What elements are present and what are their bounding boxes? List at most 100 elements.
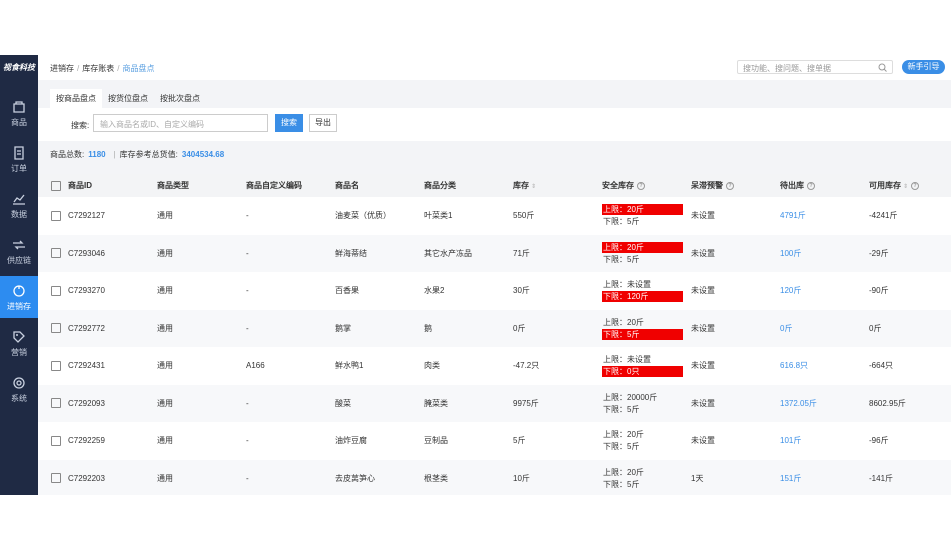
menu-icon — [13, 194, 25, 205]
pending-out[interactable]: 100斤 — [780, 248, 802, 258]
value-label: 库存参考总货值: — [119, 150, 178, 159]
cell-name: 百香果 — [335, 286, 359, 296]
menu-label: 订单 — [11, 164, 27, 173]
cell: 0斤 — [513, 309, 602, 347]
row-checkbox[interactable] — [51, 248, 61, 259]
tab[interactable]: 按商品盘点 — [50, 89, 102, 108]
cell: -664只 — [869, 347, 951, 385]
help-icon[interactable]: ? — [911, 181, 920, 190]
cell: C7292431 — [68, 347, 157, 385]
available-stock: -96斤 — [869, 436, 889, 446]
menu-item[interactable]: 商品 — [0, 92, 38, 134]
menu-item[interactable]: 供应链 — [0, 230, 38, 272]
filter-placeholder: 输入商品名或ID、自定义编码 — [100, 120, 204, 129]
separator: | — [113, 150, 116, 159]
column-label: 商品类型 — [157, 181, 189, 190]
help-icon[interactable]: ? — [726, 181, 734, 190]
row-checkbox[interactable] — [51, 435, 61, 446]
search-button[interactable]: 搜索 — [275, 114, 303, 132]
tab[interactable]: 按批次盘点 — [160, 94, 200, 103]
menu-icon — [13, 377, 25, 389]
cell: 120斤 — [780, 272, 869, 310]
cell: -47.2只 — [513, 347, 602, 385]
column-label: 商品ID — [68, 181, 92, 190]
pending-out[interactable]: 101斤 — [780, 436, 802, 446]
filter-input[interactable]: 输入商品名或ID、自定义编码 — [93, 114, 268, 132]
menu-label: 数据 — [11, 210, 27, 219]
row-checkbox[interactable] — [51, 473, 61, 484]
cell: -90斤 — [869, 272, 951, 310]
upper-limit: 上限：20斤 — [603, 430, 644, 440]
cell-name: 去皮莴笋心 — [335, 473, 375, 483]
filter-label: 搜索: — [71, 121, 90, 130]
pending-out[interactable]: 1372.05斤 — [780, 398, 817, 408]
cell: 未设置 — [691, 309, 780, 347]
breadcrumb-item[interactable]: 进销存 — [50, 64, 74, 73]
stagnation-warning: 未设置 — [691, 361, 715, 371]
row-checkbox[interactable] — [51, 285, 61, 296]
logo: 视食科技 — [3, 63, 35, 72]
cell-id: C7292431 — [68, 361, 105, 371]
cell-type: 通用 — [157, 211, 173, 221]
header-cell: 商品类型 — [157, 174, 246, 197]
cell: 71斤 — [513, 234, 602, 272]
sort-icon[interactable]: ⇕ — [531, 184, 537, 190]
menu-item[interactable]: 营销 — [0, 322, 38, 364]
table-row: C7292127 通用 - 油麦菜（优质） 叶菜类1 550斤 上限：20斤 下限：5斤 未设置… — [38, 197, 951, 235]
cell: 肉类 — [424, 347, 513, 385]
select-all-checkbox[interactable] — [51, 180, 61, 191]
breadcrumb-item[interactable]: 库存账表 — [82, 64, 115, 73]
menu-item[interactable]: 进销存 — [0, 276, 38, 318]
header-cell: 商品分类 — [424, 174, 513, 197]
cell-stock: 71斤 — [513, 248, 530, 258]
row-checkbox[interactable] — [51, 398, 61, 409]
help-icon[interactable]: ? — [807, 181, 815, 190]
cell: 通用 — [157, 272, 246, 310]
help-icon[interactable]: ? — [637, 181, 645, 190]
guide-button[interactable]: 新手引导 — [902, 60, 945, 74]
main: 进销存 / 库存账表 / 商品盘点 搜功能、搜问题、搜单据 新手引导 按商品盘点 按货位盘… — [38, 55, 951, 495]
pending-out[interactable]: 120斤 — [780, 286, 802, 296]
cell-stock: -47.2只 — [513, 361, 540, 371]
stagnation-warning: 未设置 — [691, 211, 715, 221]
row-checkbox[interactable] — [51, 360, 61, 371]
cell: 0斤 — [869, 309, 951, 347]
header-cell: 待出库? — [780, 174, 869, 197]
export-button[interactable]: 导出 — [309, 114, 337, 132]
cell: 上限：20斤 下限：5斤 — [602, 422, 691, 460]
header-cell: 呆滞预警? — [691, 174, 780, 197]
global-search[interactable]: 搜功能、搜问题、搜单据 — [737, 60, 893, 74]
menu-icon — [13, 285, 25, 297]
cell: 30斤 — [513, 272, 602, 310]
tab[interactable]: 按货位盘点 — [108, 94, 148, 103]
cell: 未设置 — [691, 347, 780, 385]
cell-stock: 30斤 — [513, 286, 530, 296]
menu-icon — [13, 101, 25, 113]
menu-item[interactable]: 订单 — [0, 138, 38, 180]
pending-out[interactable]: 616.8只 — [780, 361, 809, 371]
count-label: 商品总数: — [50, 150, 85, 159]
menu-item[interactable]: 数据 — [0, 184, 38, 226]
cell: 未设置 — [691, 422, 780, 460]
menu-item[interactable]: 系统 — [0, 368, 38, 410]
cell: 550斤 — [513, 197, 602, 235]
cell-id: C7293046 — [68, 248, 105, 258]
cell-category: 其它水产冻品 — [424, 248, 472, 258]
cell: A166 — [246, 347, 335, 385]
row-checkbox[interactable] — [51, 210, 61, 221]
cell-name: 酸菜 — [335, 398, 351, 408]
pending-out[interactable]: 4791斤 — [780, 211, 806, 221]
sort-icon[interactable]: ⇕ — [903, 184, 909, 190]
pending-out[interactable]: 0斤 — [780, 323, 793, 333]
row-checkbox[interactable] — [51, 323, 61, 334]
tabs: 按商品盘点 按货位盘点 按批次盘点 — [50, 89, 206, 108]
cell: 101斤 — [780, 422, 869, 460]
upper-limit: 上限：20斤 — [603, 467, 644, 477]
stagnation-warning: 未设置 — [691, 248, 715, 258]
menu-icon — [14, 146, 24, 160]
available-stock: 8602.95斤 — [869, 398, 906, 408]
total-value: 3404534.68 — [181, 150, 225, 159]
pending-out[interactable]: 151斤 — [780, 473, 802, 483]
cell-id: C7292203 — [68, 473, 105, 483]
cell: 151斤 — [780, 459, 869, 495]
